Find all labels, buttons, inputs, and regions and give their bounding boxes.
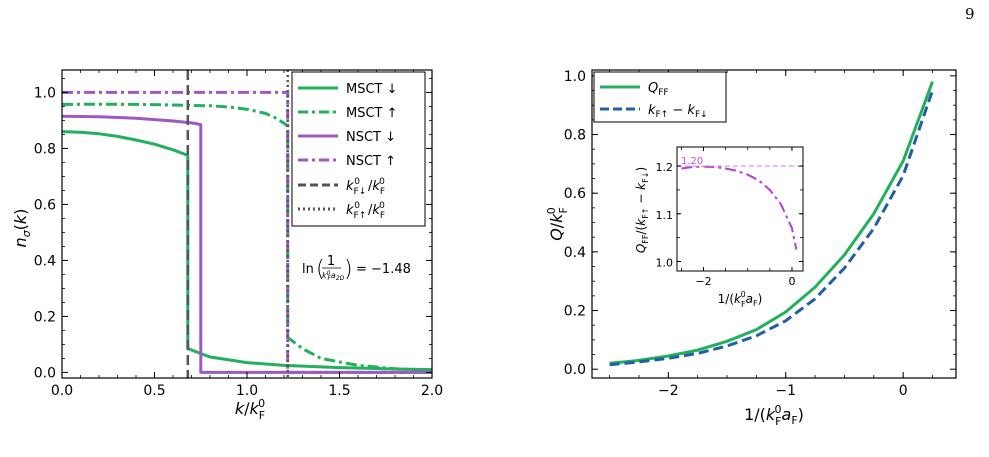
left-y-axis-label: nσ(k) bbox=[11, 209, 33, 248]
inset-axis-ticks: −2 0 1.0 1.1 1.2 bbox=[656, 147, 803, 288]
right-x-tick-label-2: −1 bbox=[775, 383, 796, 399]
left-x-tick-label-5: 2.0 bbox=[421, 383, 443, 399]
inset-y-tick-label-1: 1.0 bbox=[656, 256, 674, 269]
left-series-1 bbox=[61, 130, 433, 372]
inset-y-tick-label-3: 1.2 bbox=[656, 161, 674, 174]
annotation-denominator: k0 Fa2D bbox=[322, 270, 345, 282]
right-y-tick-label-3: 0.4 bbox=[564, 245, 586, 261]
left-panel: 0.0 0.5 1.0 1.5 2.00.00.20.40.60.81.0 nσ(k) … bbox=[11, 69, 443, 422]
left-series-4 bbox=[62, 90, 432, 374]
left-series-2 bbox=[61, 102, 433, 372]
left-y-tick-label-4: 0.6 bbox=[34, 197, 56, 213]
inset-reference-label: 1.20 bbox=[681, 156, 703, 167]
right-series-1 bbox=[609, 81, 934, 365]
right-y-tick-label-5: 0.8 bbox=[564, 128, 586, 144]
right-x-tick-label-1: −2 bbox=[658, 383, 679, 399]
left-x-tick-label-4: 1.5 bbox=[328, 383, 350, 399]
right-y-tick-label-2: 0.2 bbox=[564, 304, 586, 320]
legend-label-qff: QFF bbox=[648, 81, 669, 98]
left-legend: MSCT ↓ MSCT ↑ NSCT ↓ NSCT ↑ kF↓0/kF0 kF↑… bbox=[291, 71, 426, 227]
inset-plot-data bbox=[677, 165, 803, 250]
annotation-right-paren: ) bbox=[344, 257, 353, 282]
right-x-axis-label: 1/(kF0aF) bbox=[744, 403, 804, 428]
inset-chart: −2 0 1.0 1.1 1.2 QFF/(kF↑ − kF↓) 1/(kF0aF) 1… bbox=[634, 146, 804, 309]
legend-label-nsct-up: NSCT ↑ bbox=[346, 154, 396, 169]
legend-label-msct-up: MSCT ↑ bbox=[346, 106, 398, 121]
left-annotation: ln ( 1 k0 Fa2D ) = −1.48 bbox=[302, 254, 411, 282]
left-x-tick-label-1: 0.0 bbox=[51, 383, 73, 399]
right-plot-frame bbox=[591, 69, 957, 379]
left-x-tick-label-3: 1.0 bbox=[236, 383, 258, 399]
right-legend-box bbox=[593, 71, 727, 123]
page-number: 9 bbox=[965, 5, 975, 23]
left-y-tick-label-2: 0.2 bbox=[34, 309, 56, 325]
left-y-tick-label-3: 0.4 bbox=[34, 253, 56, 269]
inset-x-axis-label: 1/(kF0aF) bbox=[718, 290, 763, 309]
right-y-axis-label: Q/kF0 bbox=[545, 207, 570, 241]
annotation-ln-prefix: ln bbox=[302, 262, 314, 277]
legend-label-kf-down: kF↓0/kF0 bbox=[346, 177, 385, 197]
right-legend: QFF kF↑ − kF↓ bbox=[593, 71, 727, 123]
annotation-numerator: 1 bbox=[327, 254, 335, 269]
inset-x-tick-label-2: 0 bbox=[788, 275, 795, 288]
left-series-3 bbox=[61, 114, 432, 374]
left-plot-data bbox=[61, 70, 433, 378]
right-panel: −2 −1 00.00.20.40.60.81.0 Q/kF0 1/(kF0aF) … bbox=[545, 69, 957, 428]
right-y-tick-label-1: 0.0 bbox=[564, 362, 586, 378]
annotation-value: = −1.48 bbox=[356, 262, 411, 277]
right-y-tick-label-4: 0.6 bbox=[564, 186, 586, 202]
inset-x-tick-label-1: −2 bbox=[695, 275, 711, 288]
legend-label-kf-up: kF↑0/kF0 bbox=[346, 201, 385, 221]
left-x-tick-label-2: 0.5 bbox=[143, 383, 165, 399]
right-x-tick-label-3: 0 bbox=[899, 383, 908, 399]
right-axis-ticks: −2 −1 0 0.0 0.2 0.4 0.6 0.8 1.0 bbox=[564, 69, 956, 399]
left-y-tick-label-5: 0.8 bbox=[34, 141, 56, 157]
annotation-left-paren: ( bbox=[316, 257, 325, 282]
left-x-axis-label: k/kF0 bbox=[235, 397, 265, 422]
legend-label-msct-down: MSCT ↓ bbox=[346, 82, 398, 97]
left-y-tick-label-1: 0.0 bbox=[34, 365, 56, 381]
inset-y-tick-label-2: 1.1 bbox=[656, 209, 674, 222]
legend-label-nsct-down: NSCT ↓ bbox=[346, 130, 396, 145]
legend-label-kf-diff: kF↑ − kF↓ bbox=[648, 103, 708, 120]
right-plot-data bbox=[609, 81, 934, 367]
inset-series-1 bbox=[681, 165, 798, 250]
inset-y-axis-label: QFF/(kF↑ − kF↓) bbox=[634, 167, 650, 253]
right-series-2 bbox=[609, 90, 934, 367]
left-axis-ticks: 0.0 0.5 1.0 1.5 2.0 0.0 0.2 0.4 0.6 0.8 1.0 bbox=[34, 70, 443, 399]
left-y-tick-label-6: 1.0 bbox=[34, 85, 56, 101]
left-legend-box bbox=[291, 71, 426, 227]
right-y-tick-label-6: 1.0 bbox=[564, 69, 586, 85]
inset-frame bbox=[676, 146, 804, 272]
